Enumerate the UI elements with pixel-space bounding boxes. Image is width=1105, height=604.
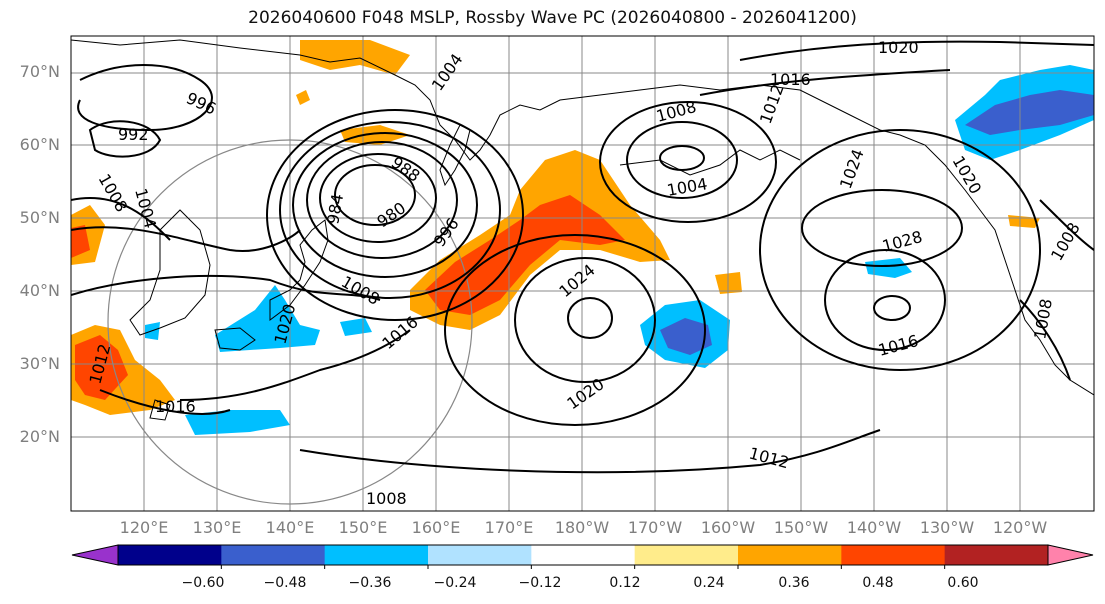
isobar-label: 1016 — [155, 397, 196, 416]
lon-label: 150°E — [338, 518, 388, 537]
isobar-label: 1020 — [878, 38, 919, 57]
lon-label: 130°E — [192, 518, 242, 537]
lon-label: 120°E — [119, 518, 169, 537]
lat-label: 70°N — [19, 62, 60, 81]
colorbar-outline — [117, 544, 1049, 566]
colorbar-segment — [841, 545, 946, 565]
colorbar-tick-label: −0.60 — [181, 575, 225, 591]
colorbar-extend-min — [71, 544, 119, 566]
lat-label: 40°N — [19, 281, 60, 300]
colorbar-tick-label: 0.24 — [693, 575, 725, 591]
colorbar-segment — [738, 545, 842, 565]
colorbar-segment — [118, 545, 222, 565]
lat-label: 30°N — [19, 354, 60, 373]
colorbar-tick-label: 0.48 — [862, 575, 894, 591]
isobar-label: 1016 — [770, 70, 811, 89]
colorbar-segment — [531, 545, 636, 565]
colorbar-tick-label: −0.48 — [263, 575, 307, 591]
lon-label: 140°E — [265, 518, 315, 537]
lon-label: 140°W — [846, 518, 902, 537]
isobars — [71, 40, 1094, 474]
lon-label: 160°W — [700, 518, 756, 537]
colorbar-tick-label: −0.12 — [518, 575, 562, 591]
lat-label: 60°N — [19, 135, 60, 154]
reference-circle — [107, 139, 473, 505]
lon-label: 170°E — [484, 518, 534, 537]
map-frame — [70, 35, 1095, 512]
lon-label: 150°W — [773, 518, 829, 537]
colorbar-segment — [944, 545, 1049, 565]
lat-label: 20°N — [19, 427, 60, 446]
colorbar-tick-label: 0.12 — [609, 575, 641, 591]
isobar-label: 1008 — [366, 489, 407, 508]
coastlines — [71, 39, 1094, 421]
colorbar-tick-label: 0.60 — [947, 575, 979, 591]
lon-label: 160°E — [411, 518, 461, 537]
colorbar-segment — [634, 545, 739, 565]
map-plot-area: 1020 1016 1004 996 992 1008 1008 1004 10… — [71, 36, 1094, 511]
lon-label: 170°W — [627, 518, 683, 537]
isobar-label: 992 — [118, 125, 149, 144]
colorbar-segment — [324, 545, 429, 565]
colorbar-segment — [428, 545, 532, 565]
lat-label: 50°N — [19, 208, 60, 227]
lon-label: 180°W — [554, 518, 610, 537]
colorbar-tick-label: −0.36 — [348, 575, 392, 591]
lon-label: 130°W — [919, 518, 975, 537]
colorbar-tick-label: −0.24 — [433, 575, 477, 591]
lon-label: 120°W — [992, 518, 1048, 537]
negative-anomaly-shading — [145, 65, 1094, 435]
map-title: 2026040600 F048 MSLP, Rossby Wave PC (20… — [248, 8, 857, 28]
positive-anomaly-shading — [71, 40, 1040, 415]
colorbar-segment — [221, 545, 326, 565]
colorbar — [71, 544, 1094, 569]
colorbar-extend-max — [1047, 544, 1094, 566]
colorbar-tick-label: 0.36 — [778, 575, 810, 591]
